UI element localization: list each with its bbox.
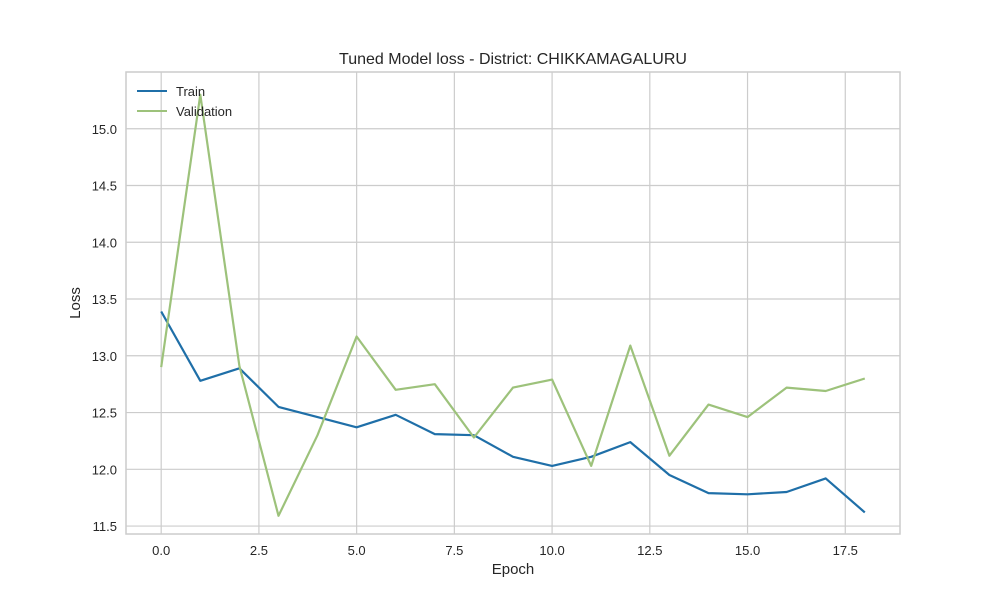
- legend-label-train: Train: [176, 84, 205, 99]
- plot-area: [126, 72, 900, 534]
- series-lines: [160, 93, 866, 517]
- plot-frame: [125, 71, 901, 535]
- legend-label-validation: Validation: [176, 104, 232, 119]
- x-tick-label: 12.5: [637, 543, 662, 558]
- x-tick-label: 10.0: [539, 543, 564, 558]
- x-tick-label: 5.0: [348, 543, 366, 558]
- series-line-validation: [160, 93, 866, 517]
- y-tick-label: 14.0: [92, 235, 117, 250]
- y-tick-label: 13.0: [92, 349, 117, 364]
- x-tick-label: 17.5: [833, 543, 858, 558]
- series-line-train: [160, 310, 866, 514]
- grid-lines: [126, 72, 900, 534]
- y-tick-label: 12.0: [92, 462, 117, 477]
- legend: Train Validation: [137, 84, 232, 119]
- y-tick-label: 11.5: [93, 519, 117, 534]
- x-tick-label: 7.5: [445, 543, 463, 558]
- x-tick-label: 2.5: [250, 543, 268, 558]
- y-tick-label: 15.0: [92, 122, 117, 137]
- y-axis-label: Loss: [67, 287, 84, 319]
- y-tick-label: 13.5: [92, 292, 117, 307]
- chart-title: Tuned Model loss - District: CHIKKAMAGAL…: [339, 51, 687, 68]
- y-tick-label: 12.5: [92, 406, 117, 421]
- x-tick-label: 15.0: [735, 543, 760, 558]
- x-axis-label: Epoch: [492, 561, 535, 578]
- tick-labels: 0.0 2.5 5.0 7.5 10.0 12.5 15.0 17.5 11.5 12.0 12.5…: [92, 122, 858, 558]
- y-tick-label: 14.5: [92, 179, 117, 194]
- x-tick-label: 0.0: [152, 543, 170, 558]
